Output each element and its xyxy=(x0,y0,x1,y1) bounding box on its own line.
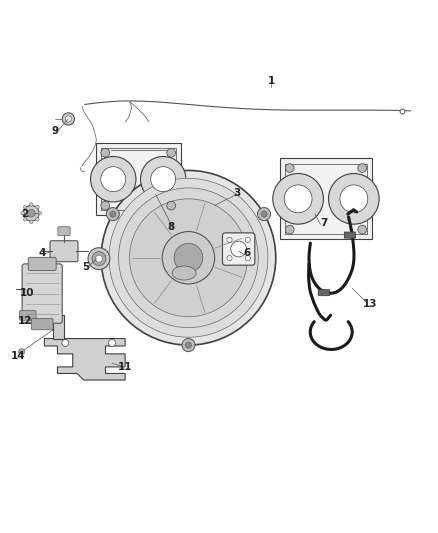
Circle shape xyxy=(21,212,24,215)
FancyBboxPatch shape xyxy=(344,232,356,238)
Circle shape xyxy=(182,338,195,352)
Circle shape xyxy=(130,199,247,317)
Text: 13: 13 xyxy=(362,298,377,309)
Text: 12: 12 xyxy=(18,316,32,326)
Circle shape xyxy=(258,207,271,221)
Circle shape xyxy=(286,164,294,172)
Circle shape xyxy=(109,340,116,346)
Circle shape xyxy=(27,209,35,217)
Circle shape xyxy=(65,116,71,122)
Text: 4: 4 xyxy=(39,248,46,259)
Circle shape xyxy=(88,248,110,270)
Circle shape xyxy=(23,205,27,209)
Polygon shape xyxy=(53,314,64,338)
Circle shape xyxy=(227,237,232,243)
Text: 1: 1 xyxy=(268,76,275,86)
Circle shape xyxy=(29,220,33,224)
Circle shape xyxy=(29,203,33,206)
Text: 14: 14 xyxy=(11,351,25,361)
Circle shape xyxy=(23,217,27,221)
FancyBboxPatch shape xyxy=(22,264,62,323)
Circle shape xyxy=(91,157,136,202)
Circle shape xyxy=(23,205,39,221)
Bar xyxy=(280,158,372,239)
Circle shape xyxy=(119,188,258,328)
Circle shape xyxy=(35,217,39,221)
Circle shape xyxy=(185,342,191,348)
Bar xyxy=(101,148,176,210)
Text: 9: 9 xyxy=(52,126,59,136)
Circle shape xyxy=(167,201,176,210)
Text: 7: 7 xyxy=(320,218,328,228)
Circle shape xyxy=(273,174,323,224)
FancyBboxPatch shape xyxy=(223,233,255,265)
Circle shape xyxy=(261,211,267,217)
Circle shape xyxy=(162,231,215,284)
Text: 3: 3 xyxy=(233,188,240,198)
Text: 6: 6 xyxy=(244,248,251,259)
Ellipse shape xyxy=(172,266,196,280)
Text: 8: 8 xyxy=(167,222,175,232)
Circle shape xyxy=(284,185,312,213)
Text: 11: 11 xyxy=(118,362,132,372)
Circle shape xyxy=(227,256,232,261)
Circle shape xyxy=(340,185,368,213)
Circle shape xyxy=(167,148,176,157)
Circle shape xyxy=(141,157,186,202)
Circle shape xyxy=(328,174,379,224)
Bar xyxy=(286,164,367,234)
Circle shape xyxy=(18,349,25,354)
Circle shape xyxy=(358,225,367,234)
Circle shape xyxy=(245,237,251,243)
Bar xyxy=(95,143,181,215)
Circle shape xyxy=(101,201,110,210)
Circle shape xyxy=(110,211,116,217)
Circle shape xyxy=(95,255,102,262)
Circle shape xyxy=(62,340,69,346)
Circle shape xyxy=(106,207,120,221)
FancyBboxPatch shape xyxy=(50,241,78,262)
Circle shape xyxy=(101,171,276,345)
Circle shape xyxy=(151,167,176,192)
Circle shape xyxy=(101,148,110,157)
Circle shape xyxy=(109,179,268,337)
Text: 10: 10 xyxy=(20,288,34,298)
Polygon shape xyxy=(44,338,125,380)
FancyBboxPatch shape xyxy=(19,311,36,320)
Circle shape xyxy=(62,113,74,125)
Text: 5: 5 xyxy=(82,262,89,271)
FancyBboxPatch shape xyxy=(28,257,56,270)
Circle shape xyxy=(286,225,294,234)
Circle shape xyxy=(35,205,39,209)
Circle shape xyxy=(92,252,106,265)
FancyBboxPatch shape xyxy=(318,289,329,296)
FancyBboxPatch shape xyxy=(58,227,70,236)
FancyBboxPatch shape xyxy=(31,318,53,330)
Text: 2: 2 xyxy=(21,209,28,219)
Circle shape xyxy=(101,167,126,192)
Circle shape xyxy=(38,212,42,215)
Circle shape xyxy=(245,256,251,261)
Circle shape xyxy=(231,241,247,257)
Circle shape xyxy=(174,244,203,272)
Circle shape xyxy=(358,164,367,172)
